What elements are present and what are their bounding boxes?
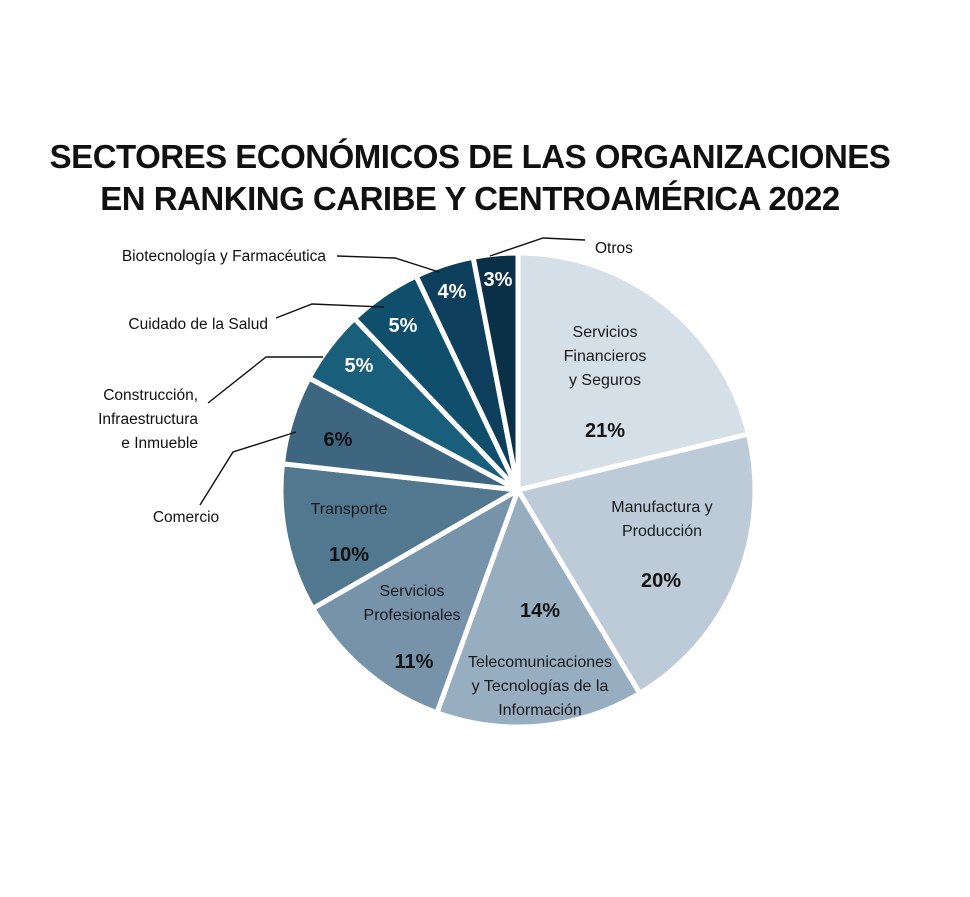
pie-slice-servicios-profesionales: [310, 487, 521, 716]
slice-label-line: Profesionales: [364, 607, 461, 624]
slice-value-cuidado-salud: 5%: [389, 315, 418, 337]
slice-label-line: Telecomunicaciones: [468, 654, 612, 671]
slice-label-line: Servicios: [380, 583, 445, 600]
slice-value-manufactura: 20%: [641, 570, 681, 592]
slice-label-line: Producción: [622, 523, 702, 540]
slice-label-line: Infraestructura: [98, 411, 198, 428]
slice-label-line: Otros: [595, 240, 633, 257]
slice-value-transporte: 10%: [329, 544, 369, 566]
chart-title-line-2: EN RANKING CARIBE Y CENTROAMÉRICA 2022: [100, 180, 840, 217]
leader-lines: [199, 237, 586, 506]
slice-label-line: Información: [498, 702, 582, 719]
slice-label-telecomunicaciones: Telecomunicaciones y Tecnologías de la Inf…: [468, 654, 612, 719]
slice-label-line: Comercio: [153, 509, 219, 526]
pie-slice-servicios-financieros: [515, 250, 751, 493]
slice-value-servicios-financieros: 21%: [585, 420, 625, 442]
slice-label-servicios-profesionales: Servicios Profesionales: [364, 583, 461, 624]
slice-label-line: Transporte: [311, 501, 388, 518]
slice-label-line: Financieros: [564, 348, 647, 365]
slice-label-cuidado-salud: Cuidado de la Salud: [128, 316, 268, 333]
slice-value-telecomunicaciones: 14%: [520, 600, 560, 622]
slice-value-biotecnologia: 4%: [438, 281, 467, 303]
slice-value-otros: 3%: [484, 269, 513, 291]
pie-slice-manufactura: [515, 431, 758, 696]
slice-label-line: Manufactura y: [611, 499, 712, 516]
slice-label-line: Servicios: [573, 324, 638, 341]
slice-label-line: Construcción,: [103, 387, 198, 404]
pie-slice-transporte: [278, 461, 521, 611]
pie-slices: [278, 250, 758, 730]
leader-line-biotecnologia: [336, 255, 440, 273]
slice-label-transporte: Transporte: [311, 501, 388, 518]
pie-slice-telecomunicaciones: [434, 487, 643, 730]
slice-label-line: Cuidado de la Salud: [128, 316, 268, 333]
leader-line-otros: [489, 237, 586, 257]
chart-title-line-1: SECTORES ECONÓMICOS DE LAS ORGANIZACIONE…: [50, 138, 891, 175]
slice-label-otros: Otros: [595, 240, 633, 257]
slice-label-line: y Tecnologías de la: [472, 678, 609, 695]
slice-labels: Servicios Financieros y Seguros 21% Manufact…: [98, 240, 713, 719]
slice-label-servicios-financieros: Servicios Financieros y Seguros: [564, 324, 647, 389]
slice-value-construccion: 5%: [345, 355, 374, 377]
slice-label-comercio: Comercio: [153, 509, 219, 526]
slice-label-line: Biotecnología y Farmacéutica: [122, 248, 327, 265]
slice-value-comercio: 6%: [324, 429, 353, 451]
slice-label-line: y Seguros: [569, 372, 641, 389]
leader-line-cuidado-salud: [275, 303, 385, 319]
slice-label-line: e Inmueble: [121, 435, 198, 452]
slice-value-servicios-profesionales: 11%: [395, 651, 434, 673]
leader-line-construccion: [207, 356, 323, 404]
slice-label-manufactura: Manufactura y Producción: [611, 499, 712, 540]
slice-label-biotecnologia: Biotecnología y Farmacéutica: [122, 248, 327, 265]
slice-label-construccion: Construcción, Infraestructura e Inmueble: [98, 387, 198, 452]
leader-line-comercio: [199, 431, 297, 506]
